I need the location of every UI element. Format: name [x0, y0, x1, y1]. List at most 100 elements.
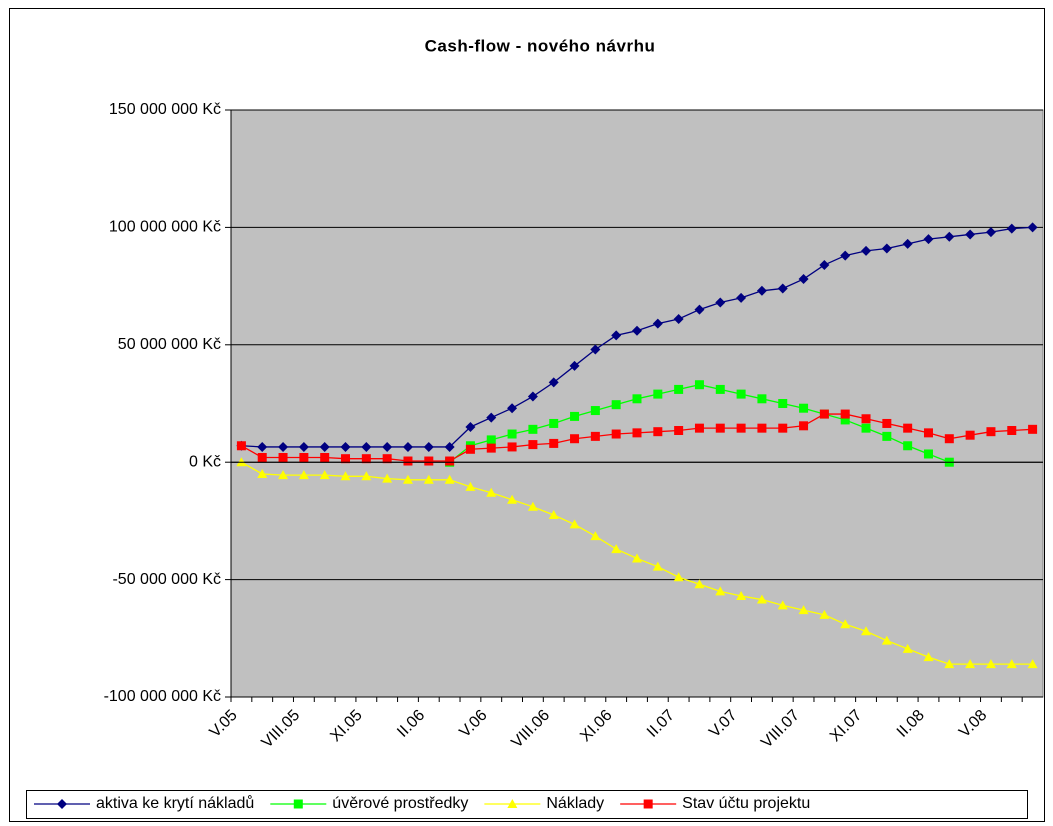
- data-point: [444, 474, 455, 484]
- data-point: [632, 325, 642, 336]
- data-point: [861, 245, 872, 256]
- data-point: [798, 605, 809, 615]
- y-tick-label: 50 000 000 Kč: [118, 336, 221, 353]
- data-point: [965, 229, 976, 240]
- data-point: [569, 519, 580, 529]
- legend: aktiva ke krytí nákladů úvěrové prostředk…: [26, 790, 1028, 819]
- data-point: [715, 297, 726, 308]
- data-point: [320, 453, 330, 463]
- y-tick-label: 0 Kč: [189, 453, 221, 470]
- data-point: [652, 561, 663, 571]
- data-point: [694, 423, 704, 433]
- data-point: [236, 441, 246, 451]
- data-point: [715, 423, 725, 433]
- data-point: [528, 424, 538, 434]
- data-point: [361, 471, 372, 481]
- data-point: [882, 431, 892, 441]
- data-point: [278, 470, 289, 480]
- data-point: [778, 399, 788, 408]
- data-point: [590, 344, 601, 355]
- data-point: [1007, 426, 1017, 436]
- data-point: [756, 285, 767, 296]
- data-point: [611, 429, 621, 439]
- legend-label: Náklady: [546, 795, 604, 812]
- data-point: [861, 626, 872, 636]
- data-point: [881, 635, 892, 645]
- data-point: [694, 380, 704, 390]
- data-point: [944, 434, 954, 444]
- data-point: [1006, 659, 1017, 669]
- data-point: [298, 470, 309, 480]
- data-point: [507, 494, 518, 504]
- data-point: [694, 304, 705, 315]
- legend-marker: [293, 799, 303, 809]
- data-point: [423, 441, 434, 452]
- data-point: [569, 360, 580, 371]
- data-point: [736, 389, 746, 399]
- data-point: [715, 384, 725, 394]
- data-point: [673, 313, 684, 324]
- data-point: [486, 412, 497, 423]
- data-point: [798, 274, 809, 285]
- data-point: [944, 659, 955, 669]
- legend-label: úvěrové prostředky: [332, 795, 468, 812]
- data-point: [923, 652, 934, 662]
- data-point: [486, 443, 496, 453]
- data-point: [424, 456, 434, 466]
- data-point: [840, 415, 850, 425]
- data-point: [632, 428, 642, 438]
- data-point: [819, 409, 829, 419]
- data-point: [444, 441, 455, 452]
- data-point: [674, 426, 684, 436]
- data-point: [319, 470, 330, 480]
- data-point: [944, 231, 955, 242]
- data-point: [527, 391, 538, 402]
- data-point: [340, 441, 351, 452]
- data-point: [527, 501, 538, 511]
- data-point: [756, 594, 767, 604]
- data-point: [340, 471, 351, 481]
- y-tick-label: -50 000 000 Kč: [112, 571, 221, 588]
- data-point: [549, 438, 559, 448]
- data-point: [861, 414, 871, 424]
- data-point: [465, 444, 475, 454]
- data-point: [319, 441, 330, 452]
- data-point: [757, 394, 767, 404]
- data-point: [548, 510, 559, 520]
- data-point: [777, 600, 788, 610]
- data-point: [674, 384, 684, 394]
- data-point: [278, 441, 289, 452]
- data-point: [653, 427, 663, 437]
- data-point: [528, 440, 538, 450]
- data-point: [382, 441, 393, 452]
- data-point: [1027, 222, 1038, 233]
- data-point: [507, 429, 517, 439]
- legend-marker: [643, 799, 653, 809]
- data-point: [736, 423, 746, 433]
- y-tick-label: 100 000 000 Kč: [109, 219, 221, 236]
- data-point: [507, 442, 517, 452]
- data-point: [819, 609, 830, 619]
- data-point: [1006, 223, 1017, 234]
- data-point: [1027, 659, 1038, 669]
- data-point: [590, 531, 601, 541]
- data-point: [903, 441, 913, 451]
- plot-area: [230, 109, 1044, 698]
- data-point: [611, 400, 621, 410]
- data-point: [736, 292, 747, 303]
- data-point: [548, 377, 559, 388]
- data-point: [257, 453, 267, 463]
- data-point: [361, 454, 371, 464]
- data-point: [965, 659, 976, 669]
- data-point: [298, 441, 309, 452]
- data-point: [757, 423, 767, 433]
- chart-title: Cash-flow - nového návrhu: [425, 36, 656, 55]
- data-point: [549, 418, 559, 428]
- data-point: [361, 441, 372, 452]
- data-point: [778, 423, 788, 433]
- data-point: [736, 591, 747, 601]
- data-point: [777, 283, 788, 294]
- data-point: [1028, 424, 1038, 434]
- legend-marker: [507, 799, 518, 808]
